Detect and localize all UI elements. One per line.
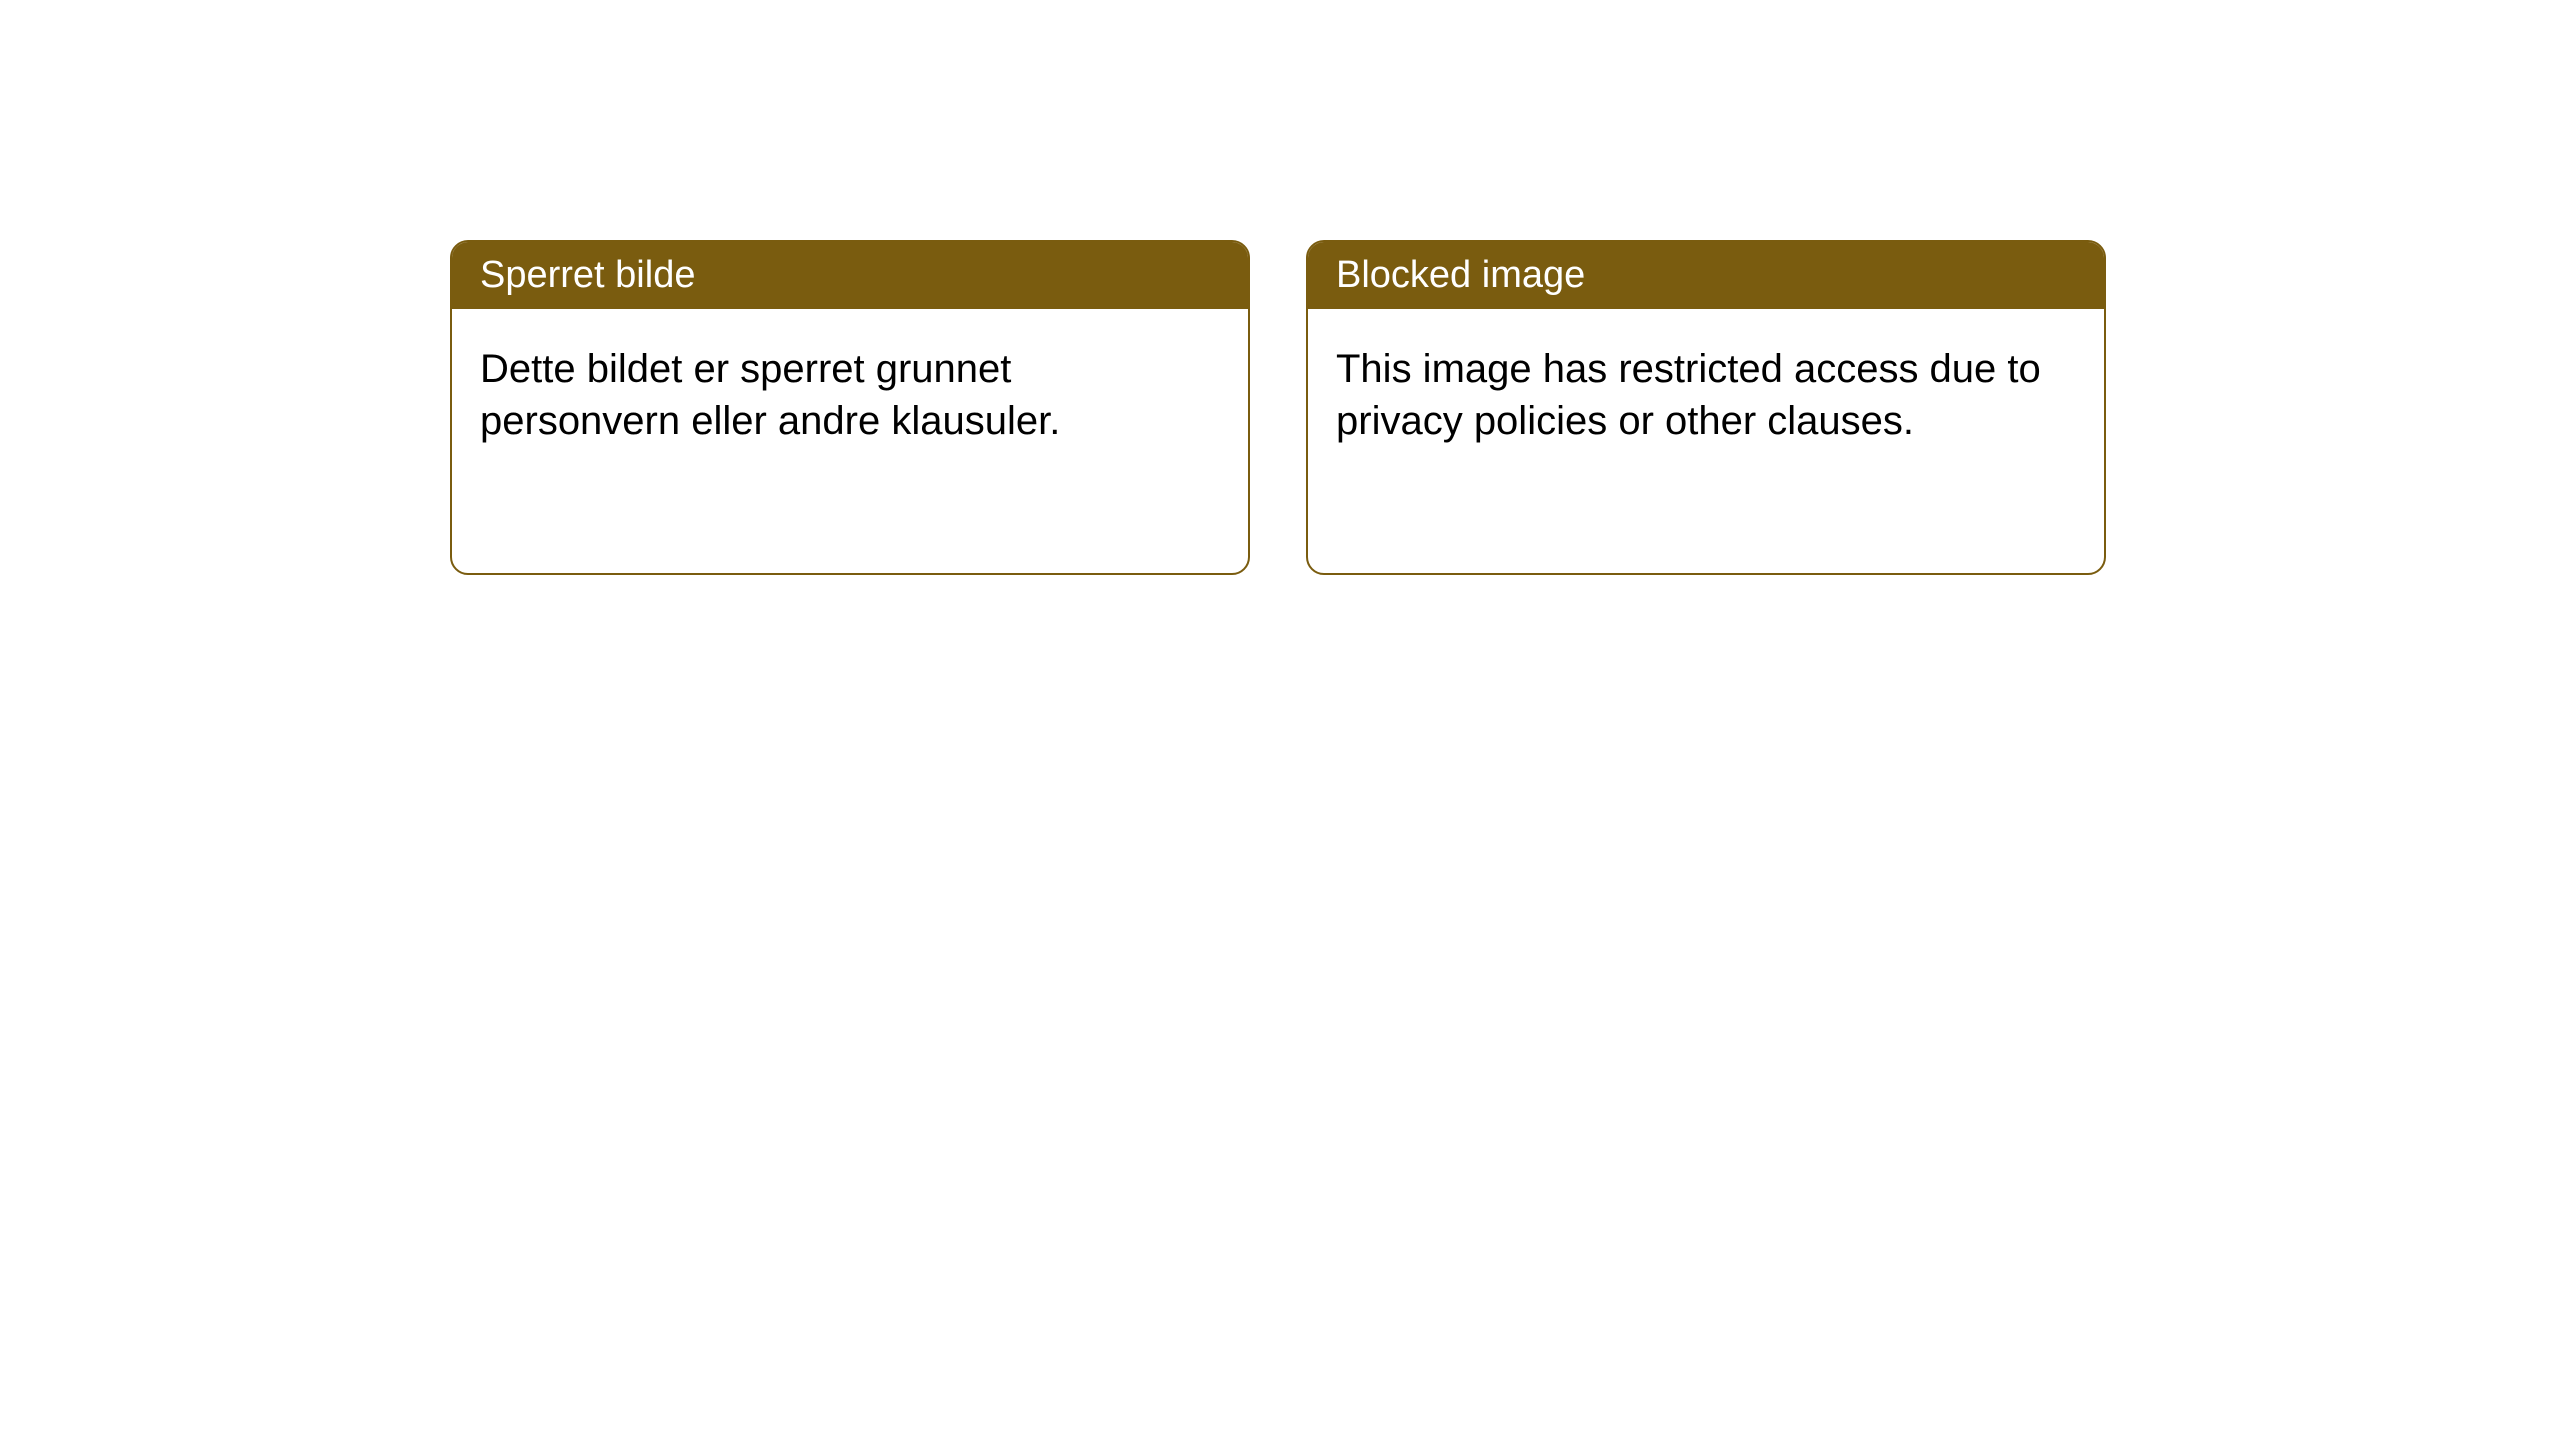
- notice-card-body: Dette bildet er sperret grunnet personve…: [452, 309, 1248, 481]
- notice-card-body-text: This image has restricted access due to …: [1336, 347, 2041, 443]
- notice-card-title: Blocked image: [1336, 254, 1585, 296]
- notice-card-header: Blocked image: [1308, 242, 2104, 309]
- notice-card-norwegian: Sperret bilde Dette bildet er sperret gr…: [450, 240, 1250, 575]
- notice-card-body-text: Dette bildet er sperret grunnet personve…: [480, 347, 1060, 443]
- notice-card-english: Blocked image This image has restricted …: [1306, 240, 2106, 575]
- notice-card-title: Sperret bilde: [480, 254, 695, 296]
- notice-card-header: Sperret bilde: [452, 242, 1248, 309]
- notice-card-container: Sperret bilde Dette bildet er sperret gr…: [450, 240, 2560, 575]
- notice-card-body: This image has restricted access due to …: [1308, 309, 2104, 481]
